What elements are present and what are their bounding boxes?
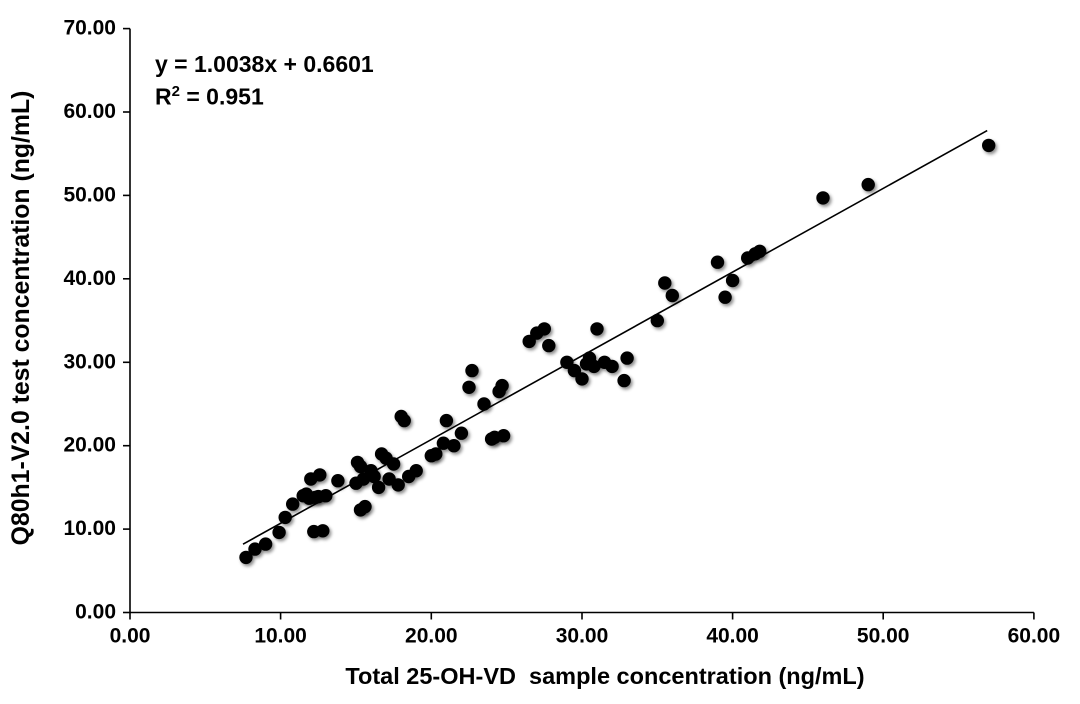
svg-text:30.00: 30.00: [556, 625, 609, 648]
svg-text:20.00: 20.00: [405, 625, 458, 648]
svg-text:10.00: 10.00: [254, 625, 307, 648]
svg-text:60.00: 60.00: [63, 100, 116, 123]
svg-text:50.00: 50.00: [63, 183, 116, 206]
svg-text:0.00: 0.00: [75, 601, 116, 624]
svg-text:60.00: 60.00: [1008, 625, 1061, 648]
svg-text:40.00: 40.00: [63, 267, 116, 290]
svg-text:0.00: 0.00: [110, 625, 151, 648]
svg-text:30.00: 30.00: [63, 350, 116, 373]
svg-text:50.00: 50.00: [857, 625, 910, 648]
svg-text:70.00: 70.00: [63, 17, 116, 40]
svg-text:40.00: 40.00: [706, 625, 759, 648]
svg-text:10.00: 10.00: [63, 517, 116, 540]
svg-text:20.00: 20.00: [63, 434, 116, 457]
